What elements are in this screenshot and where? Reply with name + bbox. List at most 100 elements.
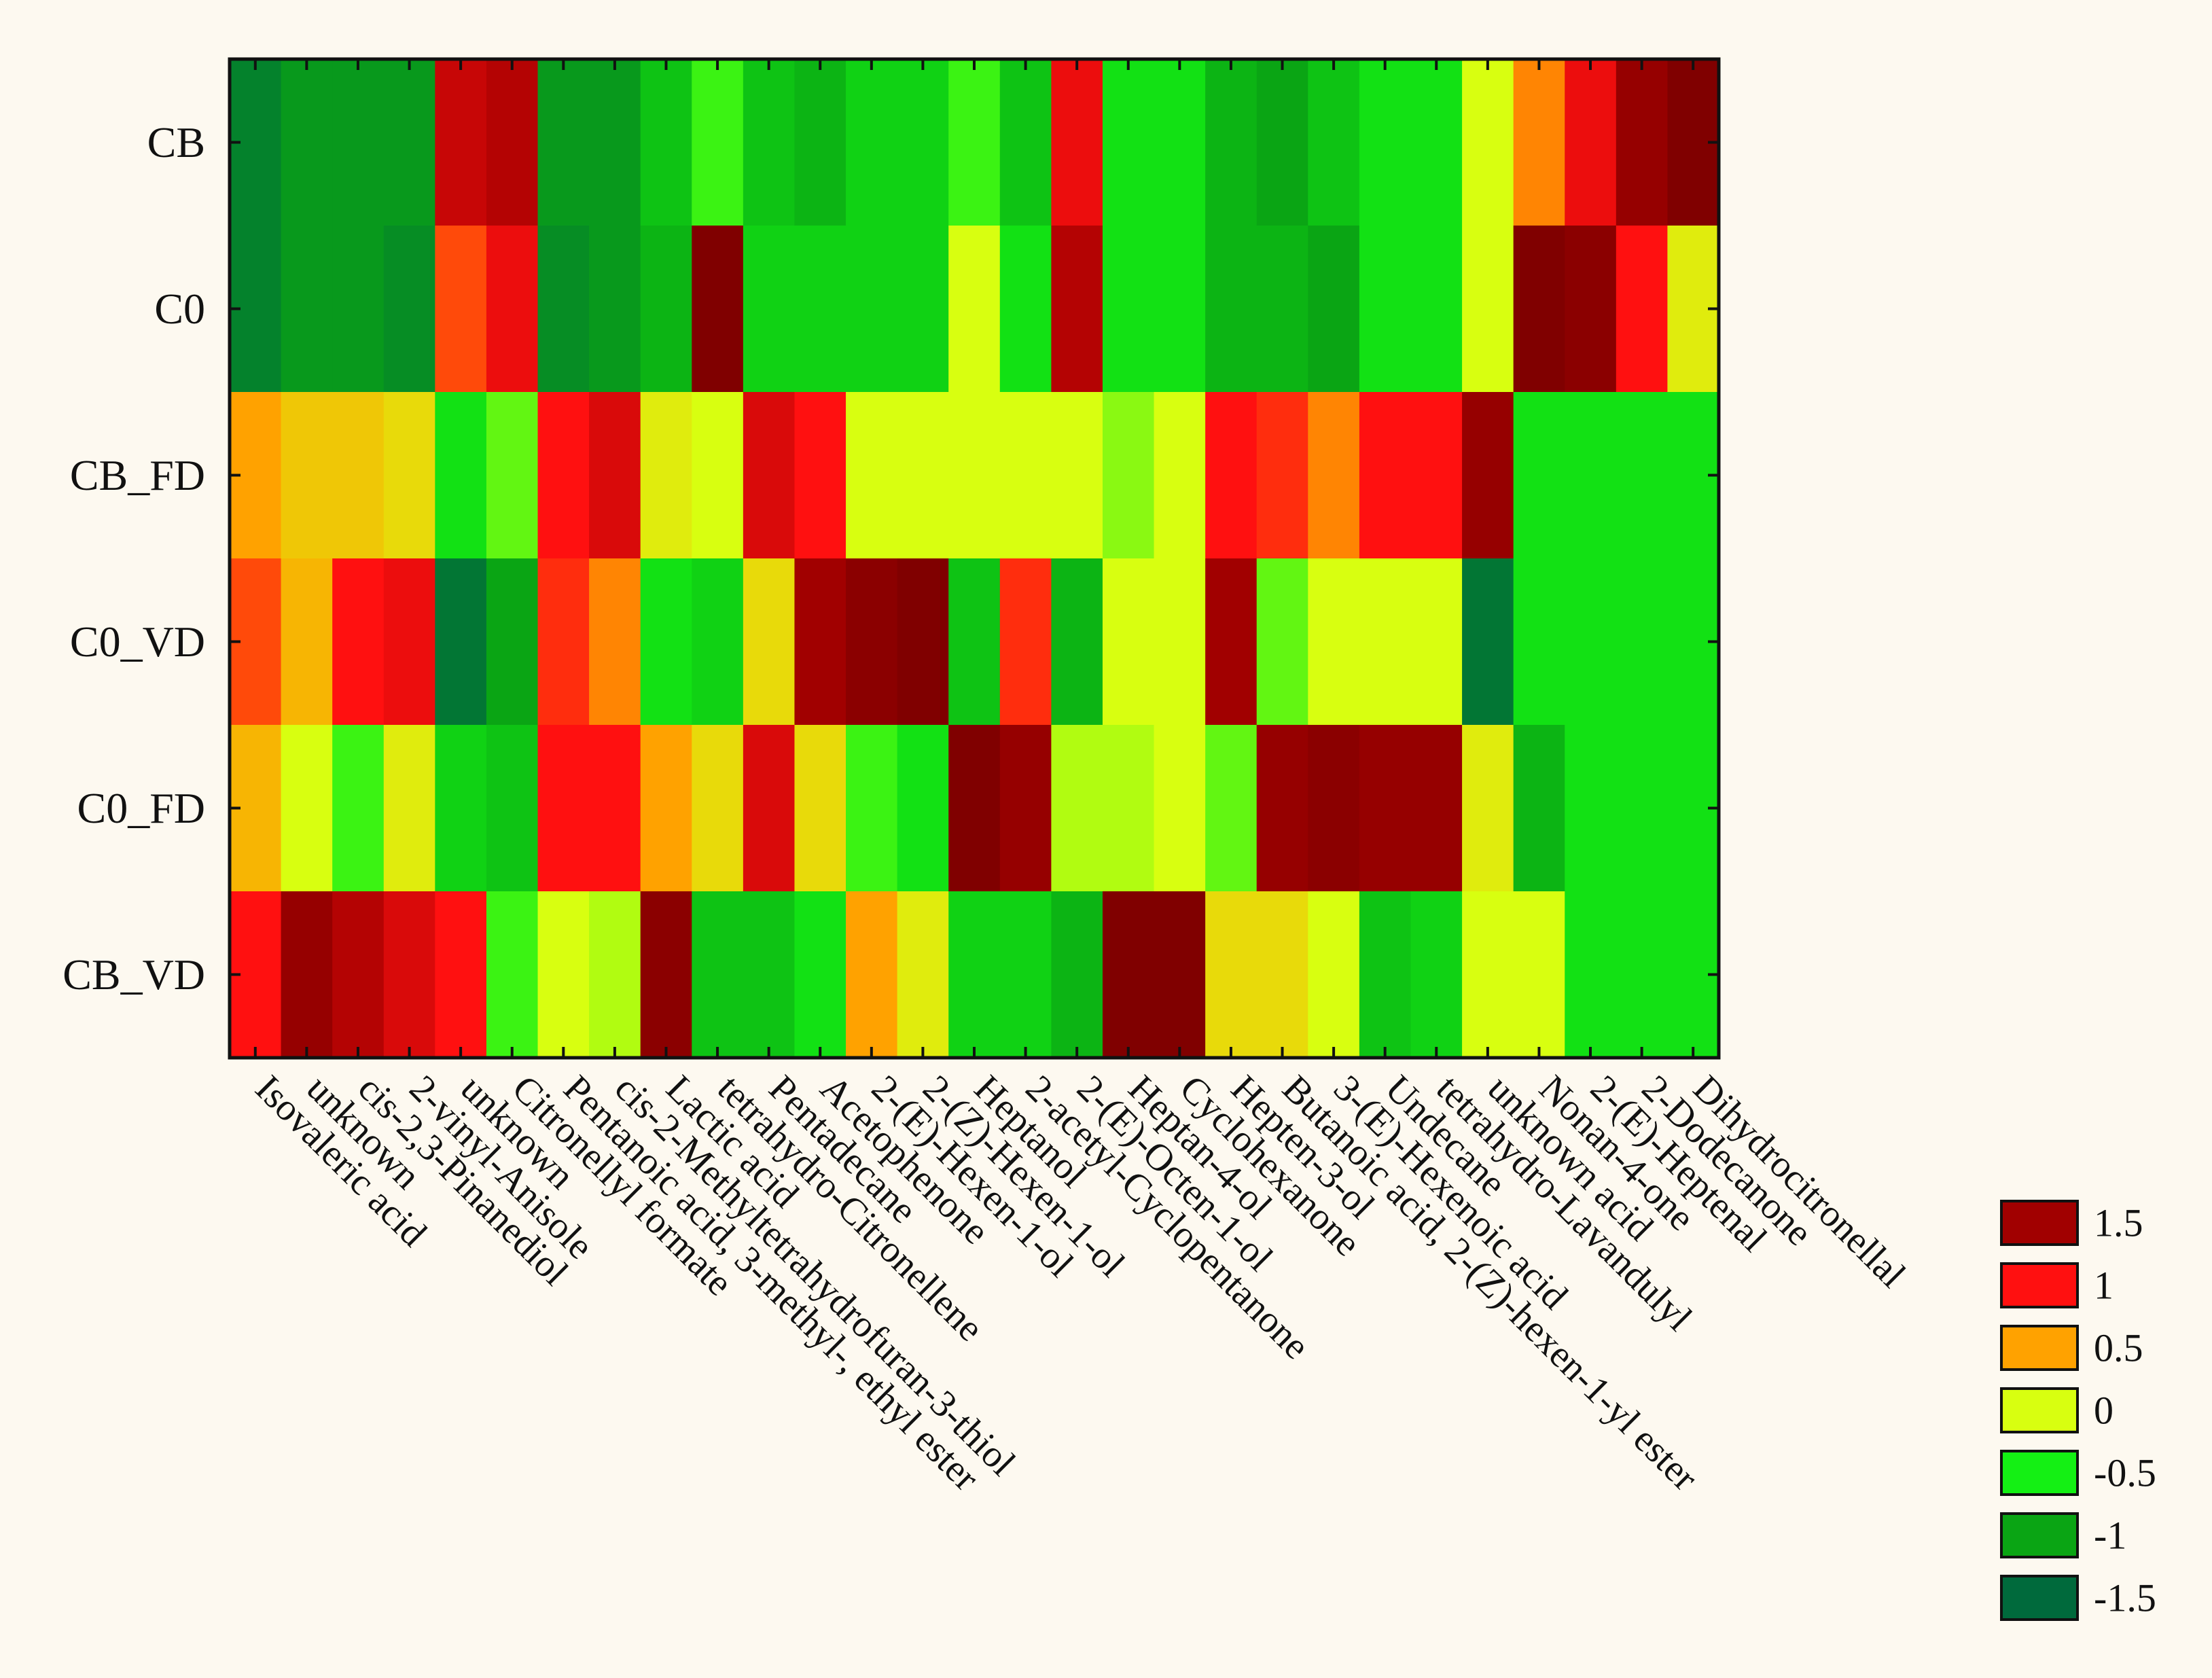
heatmap-cell — [1513, 392, 1566, 559]
heatmap-cell — [692, 59, 744, 226]
heatmap-cell — [1410, 392, 1463, 559]
row-label: CB_FD — [70, 451, 205, 499]
heatmap-cell — [846, 725, 898, 892]
heatmap-cell — [486, 725, 539, 892]
heatmap-cell — [846, 226, 898, 393]
heatmap-cell — [1154, 558, 1206, 726]
heatmap-cell — [1154, 725, 1206, 892]
heatmap-cell — [794, 558, 846, 726]
heatmap-cell — [1102, 725, 1155, 892]
heatmap-cell — [999, 392, 1052, 559]
heatmap-cell — [486, 558, 539, 726]
heatmap-cell — [743, 558, 796, 726]
legend-swatch — [2000, 1325, 2079, 1371]
heatmap-cell — [897, 392, 950, 559]
heatmap-cell — [692, 392, 744, 559]
heatmap-cell — [281, 891, 333, 1058]
heatmap-cell — [692, 725, 744, 892]
heatmap-cell — [537, 725, 590, 892]
heatmap-cell — [1154, 392, 1206, 559]
legend-swatch — [2000, 1575, 2079, 1621]
heatmap-cell — [1308, 226, 1360, 393]
heatmap-cell — [692, 891, 744, 1058]
heatmap-cell — [435, 226, 487, 393]
heatmap-cell — [948, 226, 1001, 393]
heatmap-cell — [1102, 226, 1155, 393]
heatmap-cell — [1051, 392, 1103, 559]
heatmap-cell — [332, 725, 385, 892]
heatmap-cell — [1565, 59, 1617, 226]
heatmap-cell — [1205, 725, 1257, 892]
heatmap-cell — [1308, 891, 1360, 1058]
heatmap-cell — [332, 59, 385, 226]
heatmap-cell — [1102, 59, 1155, 226]
heatmap-cell — [1102, 558, 1155, 726]
heatmap-cell — [846, 392, 898, 559]
heatmap-cell — [1565, 558, 1617, 726]
heatmap-cell — [486, 226, 539, 393]
heatmap-cell — [1359, 558, 1412, 726]
heatmap-cell — [1410, 226, 1463, 393]
heatmap-cell — [897, 226, 950, 393]
heatmap-cell — [692, 558, 744, 726]
heatmap-cell — [589, 392, 641, 559]
heatmap-cell — [1102, 891, 1155, 1058]
heatmap-cell — [794, 725, 846, 892]
heatmap-cell — [999, 558, 1052, 726]
heatmap-cell — [383, 725, 436, 892]
heatmap-cell — [640, 558, 693, 726]
row-label: C0_VD — [70, 618, 205, 666]
heatmap-cell — [999, 59, 1052, 226]
heatmap-cell — [1616, 59, 1669, 226]
heatmap-cell — [897, 59, 950, 226]
heatmap-cell — [640, 59, 693, 226]
heatmap-cell — [589, 725, 641, 892]
heatmap-cell — [948, 59, 1001, 226]
legend-label: 0.5 — [2094, 1326, 2143, 1370]
heatmap-cell — [1359, 725, 1412, 892]
heatmap-cell — [332, 891, 385, 1058]
heatmap-cell — [640, 226, 693, 393]
heatmap-cell — [948, 891, 1001, 1058]
row-label: C0_FD — [77, 784, 206, 832]
legend-label: -1 — [2094, 1514, 2126, 1558]
heatmap-cell — [1462, 725, 1514, 892]
heatmap-cell — [1616, 891, 1669, 1058]
row-label: C0 — [154, 285, 205, 333]
heatmap-cell — [435, 891, 487, 1058]
heatmap-cell — [1051, 59, 1103, 226]
heatmap-cell — [794, 392, 846, 559]
heatmap-cell — [1308, 392, 1360, 559]
row-label: CB — [147, 118, 205, 166]
heatmap-cell — [1256, 226, 1309, 393]
heatmap-cell — [589, 891, 641, 1058]
heatmap-cell — [332, 558, 385, 726]
heatmap-cell — [486, 891, 539, 1058]
heatmap-cell — [846, 59, 898, 226]
heatmap-cell — [435, 392, 487, 559]
heatmap-cell — [537, 59, 590, 226]
heatmap-cell — [999, 725, 1052, 892]
heatmap-cell — [1205, 59, 1257, 226]
legend-label: -0.5 — [2094, 1451, 2156, 1495]
heatmap-cell — [537, 392, 590, 559]
heatmap-cell — [1462, 891, 1514, 1058]
heatmap-cell — [281, 226, 333, 393]
heatmap-cell — [281, 392, 333, 559]
heatmap-cell — [1154, 226, 1206, 393]
heatmap-cell — [1616, 725, 1669, 892]
legend-label: 1 — [2094, 1264, 2113, 1308]
heatmap-cell — [1205, 558, 1257, 726]
heatmap-cell — [1462, 558, 1514, 726]
heatmap-cell — [948, 392, 1001, 559]
legend: 1.5 1 0.5 0 -0.5 -1 -1.5 — [2000, 1200, 2156, 1621]
heatmap-cell — [1205, 392, 1257, 559]
heatmap-cell — [948, 558, 1001, 726]
heatmap-cell — [1462, 392, 1514, 559]
heatmap-cell — [1154, 891, 1206, 1058]
heatmap-cell — [1513, 558, 1566, 726]
heatmap-cell — [1308, 725, 1360, 892]
heatmap-cell — [1102, 392, 1155, 559]
heatmap-cell — [640, 392, 693, 559]
